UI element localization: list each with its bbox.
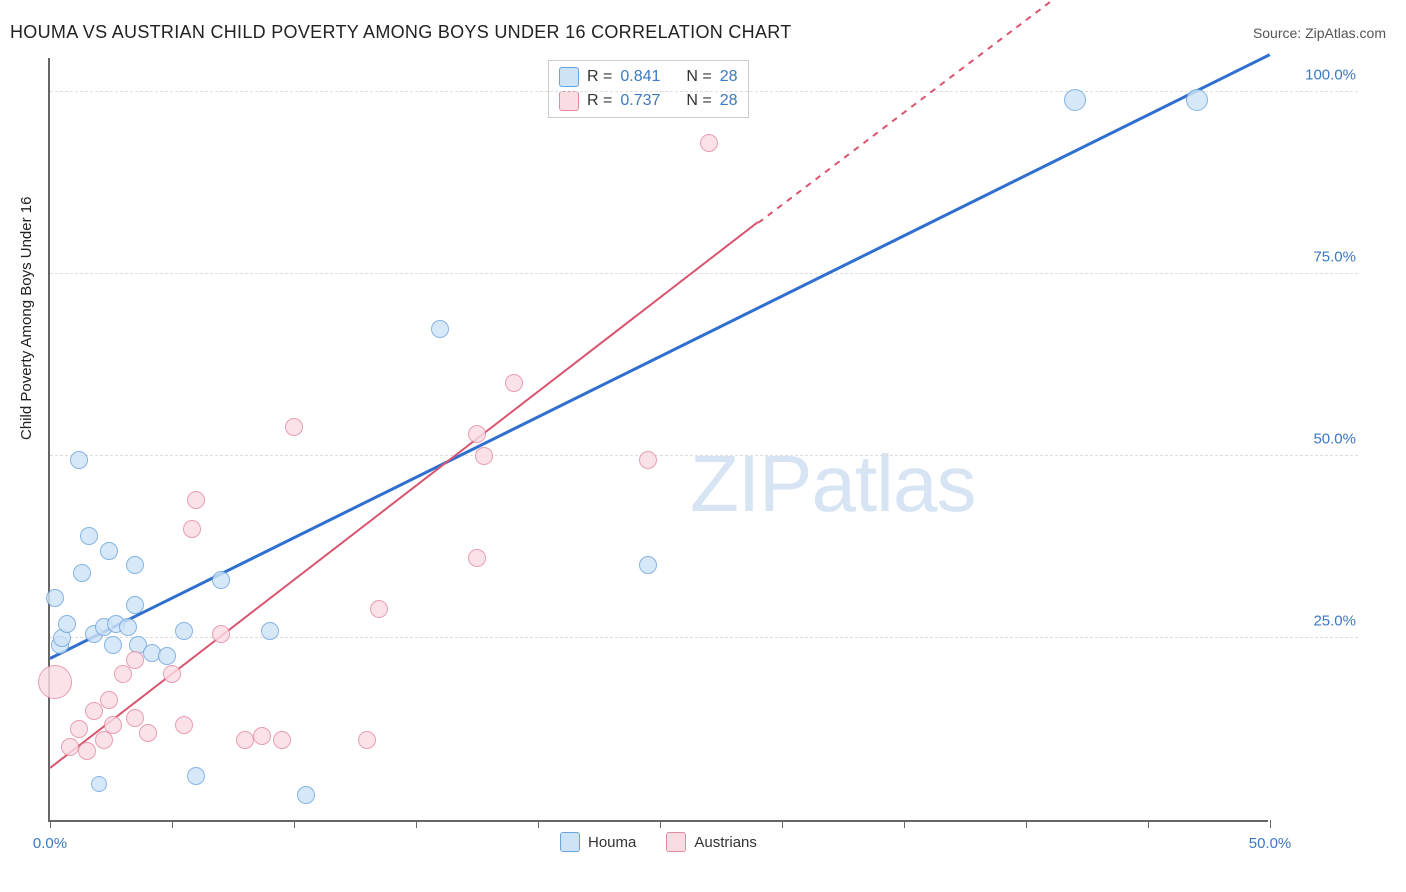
x-tick [172, 820, 173, 828]
data-point [119, 618, 137, 636]
gridline [50, 455, 1358, 456]
gridline [50, 637, 1358, 638]
data-point [285, 418, 303, 436]
legend-swatch [559, 67, 579, 87]
data-point [175, 716, 193, 734]
data-point [61, 738, 79, 756]
r-label: R = [587, 68, 612, 86]
data-point [78, 742, 96, 760]
legend-series-item: Austrians [666, 832, 757, 852]
data-point [91, 776, 107, 792]
data-point [126, 596, 144, 614]
data-point [212, 571, 230, 589]
data-point [104, 716, 122, 734]
source-label: Source: ZipAtlas.com [1253, 25, 1386, 41]
x-tick [1026, 820, 1027, 828]
data-point [505, 374, 523, 392]
gridline [50, 91, 1358, 92]
data-point [431, 320, 449, 338]
data-point [358, 731, 376, 749]
data-point [38, 665, 72, 699]
legend-swatch [560, 832, 580, 852]
data-point [236, 731, 254, 749]
data-point [163, 665, 181, 683]
data-point [175, 622, 193, 640]
legend-stats-row: R = 0.737 N = 28 [559, 89, 738, 113]
data-point [468, 549, 486, 567]
data-point [187, 491, 205, 509]
data-point [158, 647, 176, 665]
n-value: 28 [720, 68, 738, 86]
y-axis-label: Child Poverty Among Boys Under 16 [18, 197, 35, 440]
data-point [1064, 89, 1086, 111]
x-tick [782, 820, 783, 828]
x-tick [416, 820, 417, 828]
watermark: ZIPatlas [690, 438, 975, 530]
data-point [126, 651, 144, 669]
x-tick [538, 820, 539, 828]
data-point [370, 600, 388, 618]
data-point [70, 720, 88, 738]
y-tick-label: 100.0% [1286, 67, 1356, 84]
legend-series-item: Houma [560, 832, 636, 852]
x-tick-label: 50.0% [1249, 835, 1292, 852]
data-point [139, 724, 157, 742]
trend-line [49, 53, 1270, 660]
data-point [70, 451, 88, 469]
data-point [639, 556, 657, 574]
y-tick-label: 75.0% [1286, 249, 1356, 266]
data-point [297, 786, 315, 804]
x-tick [294, 820, 295, 828]
legend-series: Houma Austrians [560, 832, 757, 852]
legend-stats: R = 0.841 N = 28 R = 0.737 N = 28 [548, 60, 749, 118]
n-label: N = [686, 92, 711, 110]
x-tick [50, 820, 51, 828]
x-tick [1148, 820, 1149, 828]
x-tick [660, 820, 661, 828]
data-point [1186, 89, 1208, 111]
legend-series-label: Houma [588, 834, 636, 851]
legend-swatch [559, 91, 579, 111]
data-point [58, 615, 76, 633]
data-point [700, 134, 718, 152]
r-label: R = [587, 92, 612, 110]
x-tick [1270, 820, 1271, 828]
plot-area: ZIPatlas R =0.841N =28R =0.737N =28 Houm… [48, 58, 1268, 822]
data-point [261, 622, 279, 640]
trend-line [49, 222, 758, 769]
y-tick-label: 25.0% [1286, 613, 1356, 630]
x-tick-label: 0.0% [33, 835, 67, 852]
n-value: 28 [720, 92, 738, 110]
data-point [73, 564, 91, 582]
chart-header: HOUMA VS AUSTRIAN CHILD POVERTY AMONG BO… [10, 22, 1386, 43]
data-point [80, 527, 98, 545]
data-point [104, 636, 122, 654]
data-point [212, 625, 230, 643]
data-point [475, 447, 493, 465]
data-point [100, 691, 118, 709]
data-point [639, 451, 657, 469]
x-tick [904, 820, 905, 828]
data-point [253, 727, 271, 745]
chart-title: HOUMA VS AUSTRIAN CHILD POVERTY AMONG BO… [10, 22, 792, 43]
data-point [46, 589, 64, 607]
r-value: 0.841 [620, 68, 660, 86]
legend-swatch [666, 832, 686, 852]
data-point [183, 520, 201, 538]
gridline [50, 273, 1358, 274]
data-point [114, 665, 132, 683]
data-point [126, 556, 144, 574]
data-point [273, 731, 291, 749]
legend-stats-row: R = 0.841 N = 28 [559, 65, 738, 89]
data-point [100, 542, 118, 560]
y-tick-label: 50.0% [1286, 431, 1356, 448]
data-point [468, 425, 486, 443]
legend-series-label: Austrians [694, 834, 757, 851]
data-point [187, 767, 205, 785]
r-value: 0.737 [620, 92, 660, 110]
n-label: N = [686, 68, 711, 86]
